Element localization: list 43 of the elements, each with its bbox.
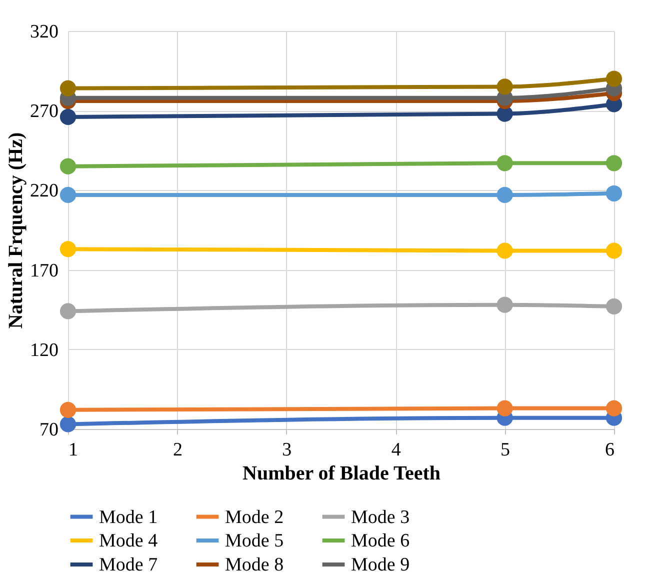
- point: [606, 155, 622, 172]
- y-tick-label: 70: [40, 420, 58, 440]
- legend-label: Mode 1: [99, 506, 158, 528]
- legend-label: Mode 2: [225, 506, 284, 528]
- point: [60, 416, 76, 432]
- legend-label: Mode 8: [225, 554, 284, 576]
- y-tick-label: 170: [30, 260, 58, 282]
- point: [606, 185, 622, 202]
- point: [496, 155, 513, 172]
- y-tick-label: 120: [30, 340, 58, 361]
- x-tick-label: 3: [282, 440, 292, 460]
- legend-label: Mode 4: [99, 530, 158, 552]
- x-tick-label: 1: [68, 440, 78, 460]
- y-tick-label: 320: [30, 22, 58, 42]
- point: [60, 80, 76, 96]
- x-tick-label: 2: [172, 440, 182, 460]
- y-tick-label: 220: [30, 180, 58, 202]
- point: [606, 400, 622, 416]
- point: [60, 303, 76, 320]
- x-tick-label: 6: [605, 440, 614, 460]
- y-tick-label: 270: [30, 101, 58, 122]
- point: [496, 400, 513, 416]
- point: [60, 402, 76, 418]
- x-tick-label: 4: [391, 440, 402, 460]
- legend-label: Mode 9: [351, 554, 410, 576]
- legend-label: Mode 7: [99, 554, 158, 576]
- x-tick-label: 5: [500, 440, 510, 460]
- legend-label: Mode 6: [351, 530, 410, 552]
- point: [60, 158, 76, 174]
- legend-label: Mode 3: [351, 506, 410, 528]
- point: [606, 298, 622, 314]
- point: [496, 242, 513, 259]
- point: [60, 186, 76, 204]
- point: [60, 241, 76, 258]
- legend-label: Mode 5: [225, 530, 284, 552]
- x-axis-title: Number of Blade Teeth: [242, 462, 440, 484]
- point: [496, 186, 513, 204]
- point: [60, 108, 76, 126]
- y-axis-title: Natural Frquency (Hz): [5, 132, 27, 329]
- point: [606, 70, 622, 87]
- point: [606, 242, 622, 259]
- point: [496, 78, 513, 95]
- point: [496, 296, 513, 313]
